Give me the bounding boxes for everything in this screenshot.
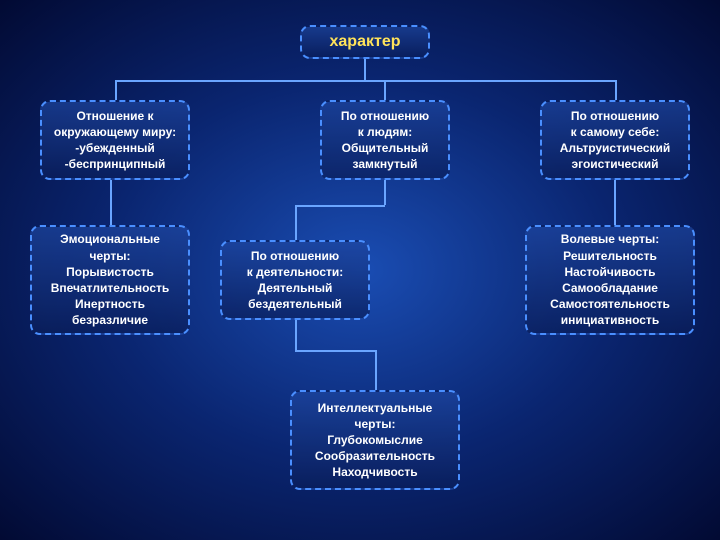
node-line: к деятельности:: [247, 264, 344, 280]
node-self: По отношениюк самому себе:Альтруистическ…: [540, 100, 690, 180]
connector: [115, 80, 615, 82]
node-line: Решительность: [563, 248, 657, 264]
node-line: инициативность: [561, 312, 659, 328]
node-line: окружающему миру:: [54, 124, 176, 140]
node-line: черты:: [90, 248, 131, 264]
node-line: -беспринципный: [65, 156, 166, 172]
connector: [614, 180, 616, 225]
node-line: Порывистость: [66, 264, 154, 280]
connector: [295, 350, 375, 352]
node-intellectual: Интеллектуальныечерты:ГлубокомыслиеСообр…: [290, 390, 460, 490]
node-line: к самому себе:: [571, 124, 660, 140]
node-line: Впечатлительность: [51, 280, 170, 296]
node-line: бездеятельный: [248, 296, 342, 312]
connector: [295, 205, 385, 207]
node-line: Сообразительность: [315, 448, 435, 464]
node-line: Деятельный: [258, 280, 333, 296]
node-line: По отношению: [571, 108, 659, 124]
node-root: характер: [300, 25, 430, 59]
node-line: замкнутый: [353, 156, 418, 172]
node-line: Альтруистический: [560, 140, 671, 156]
node-line: безразличие: [72, 312, 148, 328]
node-world: Отношение кокружающему миру:-убежденный-…: [40, 100, 190, 180]
node-line: Самостоятельность: [550, 296, 670, 312]
node-line: эгоистический: [571, 156, 658, 172]
connector: [295, 320, 297, 350]
node-line: Находчивость: [332, 464, 417, 480]
connector: [364, 59, 366, 80]
node-line: черты:: [355, 416, 396, 432]
node-line: По отношению: [341, 108, 429, 124]
connector: [110, 180, 112, 225]
connector: [384, 180, 386, 205]
node-line: к людям:: [358, 124, 413, 140]
node-people: По отношениюк людям:Общительныйзамкнутый: [320, 100, 450, 180]
node-emotional: Эмоциональныечерты:ПорывистостьВпечатлит…: [30, 225, 190, 335]
node-line: Инертность: [75, 296, 145, 312]
node-line: Эмоциональные: [60, 231, 160, 247]
node-line: Волевые черты:: [561, 231, 659, 247]
node-line: -убежденный: [75, 140, 155, 156]
node-line: По отношению: [251, 248, 339, 264]
connector: [115, 80, 117, 100]
connector: [375, 350, 377, 390]
node-line: Самообладание: [562, 280, 658, 296]
node-line: Глубокомыслие: [327, 432, 423, 448]
node-line: Интеллектуальные: [318, 400, 433, 416]
node-activity: По отношениюк деятельности:Деятельныйбез…: [220, 240, 370, 320]
node-volitional: Волевые черты:РешительностьНастойчивость…: [525, 225, 695, 335]
connector: [615, 80, 617, 100]
connector: [295, 205, 297, 240]
node-line: Общительный: [342, 140, 429, 156]
node-line: Настойчивость: [564, 264, 655, 280]
node-line: Отношение к: [76, 108, 153, 124]
connector: [384, 80, 386, 100]
